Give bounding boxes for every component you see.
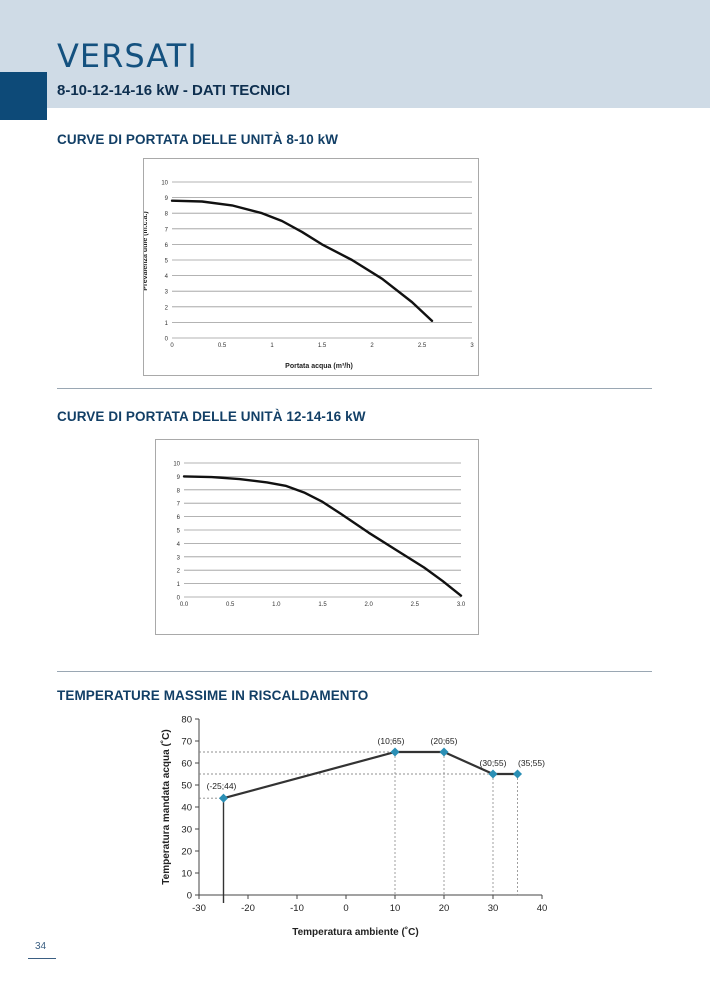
section-divider [57,388,652,389]
x-tick-label: 2.5 [411,602,420,608]
x-tick-label: 0.0 [180,602,189,608]
page-header [0,0,710,108]
y-axis-label: Temperatura mandata acqua (˚C) [160,729,172,884]
y-tick-label: 1 [165,321,169,327]
y-tick-label: 5 [177,529,181,535]
x-tick-label: 2.0 [364,602,373,608]
y-tick-label: 3 [177,555,181,561]
y-tick-label: 8 [177,488,181,494]
y-axis-label: Prevalenza utile (m.c.a.) [144,211,149,290]
page-number-rule [28,958,56,959]
x-tick-label: 0 [343,903,348,914]
page-subtitle: 8-10-12-14-16 kW - DATI TECNICI [57,82,291,99]
series-line [170,199,434,323]
y-tick-label: 9 [165,196,169,202]
y-tick-label: 20 [181,847,192,858]
y-tick-label: 50 [181,781,192,792]
y-tick-label: 7 [177,502,181,508]
x-axis-label: Portata acqua (m³/h) [285,363,353,370]
x-tick-label: 10 [390,903,401,914]
y-tick-label: 6 [165,243,169,249]
y-tick-label: 1 [177,582,181,588]
x-tick-label: 3 [470,343,474,349]
series-line [223,750,518,800]
series-line [182,475,463,597]
header-accent-block [0,72,47,120]
x-axis-label: Temperatura ambiente (˚C) [292,926,419,938]
x-tick-label: 2.5 [418,343,427,349]
y-tick-label: 2 [177,569,181,575]
chart-frame-8-10kw: 0 1 2 3 4 5 6 7 8 9 10 0 0.5 1 1.5 2 2.5 3 Portata acqua (… [142,158,479,376]
y-tick-label: 70 [181,737,192,748]
y-tick-label: 6 [177,515,181,521]
data-point-label: (-25;44) [207,781,237,791]
y-tick-label: 10 [181,869,192,880]
x-tick-label: -30 [192,903,206,914]
section-divider [57,671,652,672]
y-tick-label: 80 [181,715,192,726]
data-point-label: (20;65) [431,736,458,746]
x-tick-label: 2 [370,343,374,349]
data-point-marker [439,747,449,757]
x-tick-label: 20 [439,903,450,914]
data-point-marker [390,747,400,757]
y-tick-label: 3 [165,290,169,296]
x-tick-label: 0.5 [226,602,235,608]
section-title-8-10kw: CURVE DI PORTATA DELLE UNITÀ 8-10 kW [57,132,339,147]
y-tick-label: 0 [165,337,169,343]
y-tick-label: 10 [173,462,180,468]
x-tick-label: 0.5 [218,343,227,349]
y-tick-label: 5 [165,259,169,265]
brand-title: VERSATI [57,37,198,75]
data-point-label: (10;65) [378,736,405,746]
y-tick-label: 2 [165,305,169,311]
data-point-marker [512,769,523,779]
chart-frame-12-16kw: 0123456789100.00.51.01.52.02.53.0Portata… [141,439,479,656]
x-tick-label: 1 [270,343,274,349]
x-tick-label: 30 [488,903,499,914]
x-tick-label: 1.5 [318,602,327,608]
data-point-marker [218,793,229,803]
y-tick-label: 4 [177,542,181,548]
pump-curve-chart-12-16kw: 0123456789100.00.51.01.52.02.53.0Portata… [141,462,466,656]
x-tick-label: 1.5 [318,343,327,349]
pump-curve-chart-8-10kw: 0 1 2 3 4 5 6 7 8 9 10 0 0.5 1 1.5 2 2.5 3 Portata acqua (… [142,181,474,371]
x-tick-label: 0 [170,343,174,349]
y-tick-label: 0 [177,596,181,602]
data-point-label: (35;55) [518,758,545,768]
y-tick-label: 8 [165,212,169,218]
y-tick-label: 7 [165,227,169,233]
max-heating-temp-chart: 0 10 20 30 40 50 60 70 80 -30 -20 -10 0 10 20 30 40 (-25;… [160,715,548,939]
y-tick-label: 60 [181,759,192,770]
section-title-12-16kw: CURVE DI PORTATA DELLE UNITÀ 12-14-16 kW [57,409,366,424]
y-tick-label: 40 [181,803,192,814]
data-point-marker [488,769,498,779]
y-tick-label: 30 [181,825,192,836]
y-tick-label: 4 [165,274,169,280]
y-tick-label: 9 [177,475,181,481]
y-tick-label: 0 [187,891,192,902]
page-number: 34 [35,941,47,952]
x-tick-label: -10 [290,903,304,914]
section-title-max-temp: TEMPERATURE MASSIME IN RISCALDAMENTO [57,688,369,703]
x-tick-label: -20 [241,903,255,914]
y-tick-label: 10 [161,181,168,187]
x-tick-label: 40 [537,903,548,914]
x-tick-label: 1.0 [272,602,281,608]
x-tick-label: 3.0 [457,602,466,608]
data-point-label: (30;55) [480,758,507,768]
